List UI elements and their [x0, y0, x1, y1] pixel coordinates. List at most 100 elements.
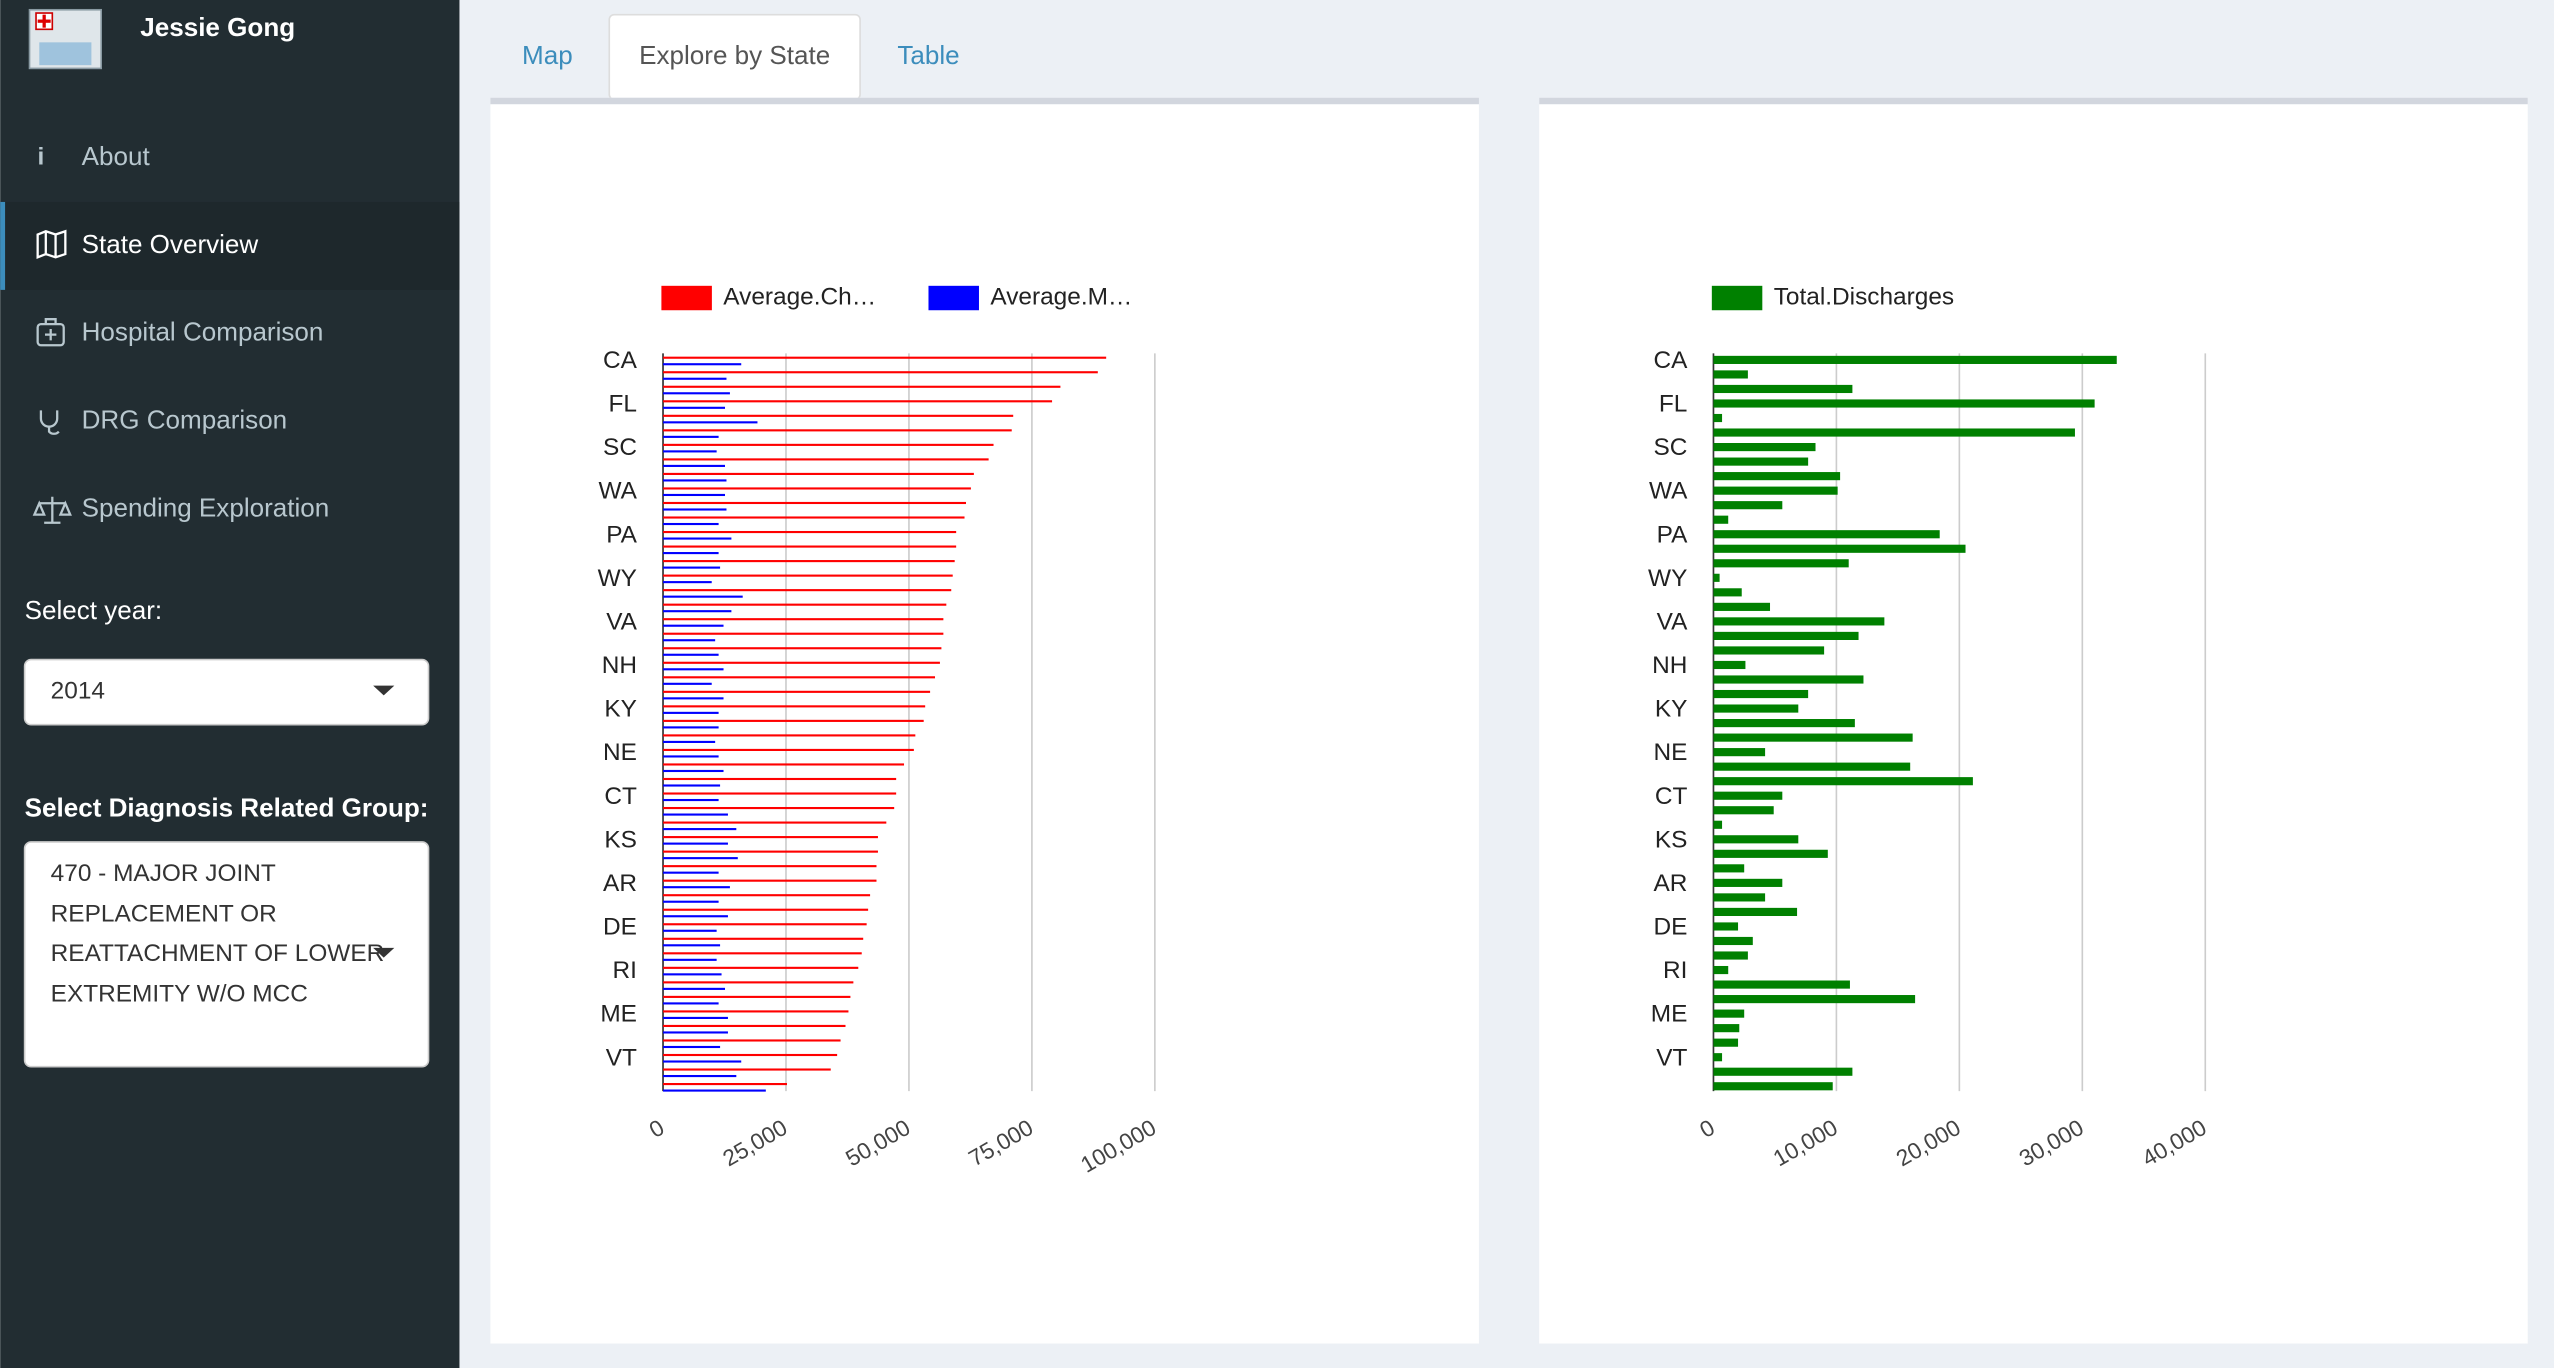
drg-value-line: REPLACEMENT OR	[51, 901, 277, 928]
bar	[1713, 748, 1766, 757]
tab[interactable]: Map	[522, 40, 573, 70]
nav-icons: i	[32, 143, 72, 524]
bar	[663, 900, 719, 903]
bar	[663, 929, 717, 932]
bar	[663, 530, 957, 534]
bar	[663, 784, 721, 787]
bar	[663, 429, 1012, 432]
nav-item[interactable]: About	[82, 141, 151, 171]
bar	[1713, 1067, 1853, 1076]
y-tick-label: RI	[1663, 957, 1687, 984]
bar	[663, 792, 897, 795]
y-tick-label: KY	[1655, 696, 1688, 723]
y-tick-label: KY	[604, 696, 637, 723]
nav-item[interactable]: Spending Exploration	[82, 493, 330, 523]
y-tick-label: AR	[603, 870, 637, 897]
bar	[663, 690, 931, 693]
bar	[663, 618, 944, 621]
y-tick-label: PA	[1657, 521, 1688, 548]
nav-item[interactable]: Hospital Comparison	[82, 317, 324, 347]
bar	[663, 545, 957, 548]
y-tick-label: WY	[598, 565, 637, 592]
bar	[663, 522, 719, 526]
bar	[663, 734, 916, 737]
y-tick-label: NH	[1652, 652, 1687, 679]
bar	[663, 886, 730, 889]
bar	[1713, 936, 1753, 946]
bar	[663, 857, 738, 860]
bar	[663, 842, 728, 845]
bar	[1713, 719, 1855, 728]
bar	[663, 697, 724, 700]
y-tick-label: DE	[603, 914, 637, 941]
bar	[663, 487, 971, 490]
bar	[663, 1089, 766, 1092]
bar	[663, 450, 717, 453]
y-tick-label: ME	[1651, 1001, 1688, 1028]
bar	[663, 1060, 742, 1063]
bar	[663, 966, 859, 969]
y-tick-label: NE	[1653, 739, 1687, 766]
y-tick-label: KS	[1655, 826, 1688, 853]
bar	[663, 952, 862, 955]
y-tick-label: AR	[1653, 870, 1687, 897]
panel-border	[1539, 97, 2528, 105]
bar	[1713, 501, 1783, 510]
bar	[663, 574, 953, 577]
bar	[1713, 457, 1809, 466]
bar	[663, 1045, 721, 1049]
bar	[1713, 762, 1911, 771]
y-tick-label: WY	[1648, 565, 1687, 592]
bar	[663, 435, 719, 438]
bar	[1713, 907, 1798, 917]
y-tick-label: VT	[606, 1044, 637, 1071]
bar	[663, 632, 944, 635]
y-tick-label: WA	[599, 478, 638, 505]
active-nav-marker	[0, 201, 6, 290]
y-tick-label: PA	[606, 521, 637, 548]
bar	[663, 973, 722, 976]
bar	[663, 406, 725, 409]
bar	[663, 879, 877, 882]
bar	[663, 508, 727, 511]
drg-value-line: 470 - MAJOR JOINT	[51, 860, 276, 887]
drg-select[interactable]	[23, 841, 430, 1068]
logo	[28, 8, 102, 70]
nav-item[interactable]: State Overview	[82, 229, 259, 259]
bar	[1713, 1024, 1740, 1033]
bar	[1713, 733, 1913, 742]
bar	[663, 836, 878, 839]
svg-text:i: i	[38, 143, 45, 170]
bar	[663, 798, 719, 802]
y-tick-label: CA	[603, 347, 638, 374]
year-select[interactable]	[23, 658, 430, 726]
tab[interactable]: Explore by State	[639, 40, 830, 70]
bar	[663, 414, 1014, 417]
bar	[663, 552, 719, 555]
y-tick-label: CT	[1655, 783, 1688, 810]
bar	[1713, 573, 1720, 582]
bar	[663, 603, 947, 606]
bar	[663, 356, 1107, 359]
bar	[1713, 384, 1853, 394]
bar	[663, 871, 719, 874]
bar	[663, 1016, 728, 1019]
bar	[1713, 849, 1828, 858]
bar	[663, 560, 955, 563]
bar	[1713, 472, 1841, 481]
bar	[663, 813, 728, 816]
legend-label: Total.Discharges	[1774, 283, 1954, 310]
bar	[1713, 530, 1940, 539]
bar	[1713, 1009, 1745, 1018]
bar	[663, 400, 1053, 403]
legend-swatch	[928, 285, 979, 311]
nav-item[interactable]: DRG Comparison	[82, 405, 288, 435]
bar	[1713, 355, 2117, 364]
bar	[663, 501, 966, 505]
bar	[663, 676, 936, 679]
bar	[663, 377, 727, 380]
bar	[663, 581, 712, 584]
bar	[1713, 1082, 1833, 1091]
bar	[1713, 588, 1742, 597]
tab[interactable]: Table	[897, 40, 959, 70]
